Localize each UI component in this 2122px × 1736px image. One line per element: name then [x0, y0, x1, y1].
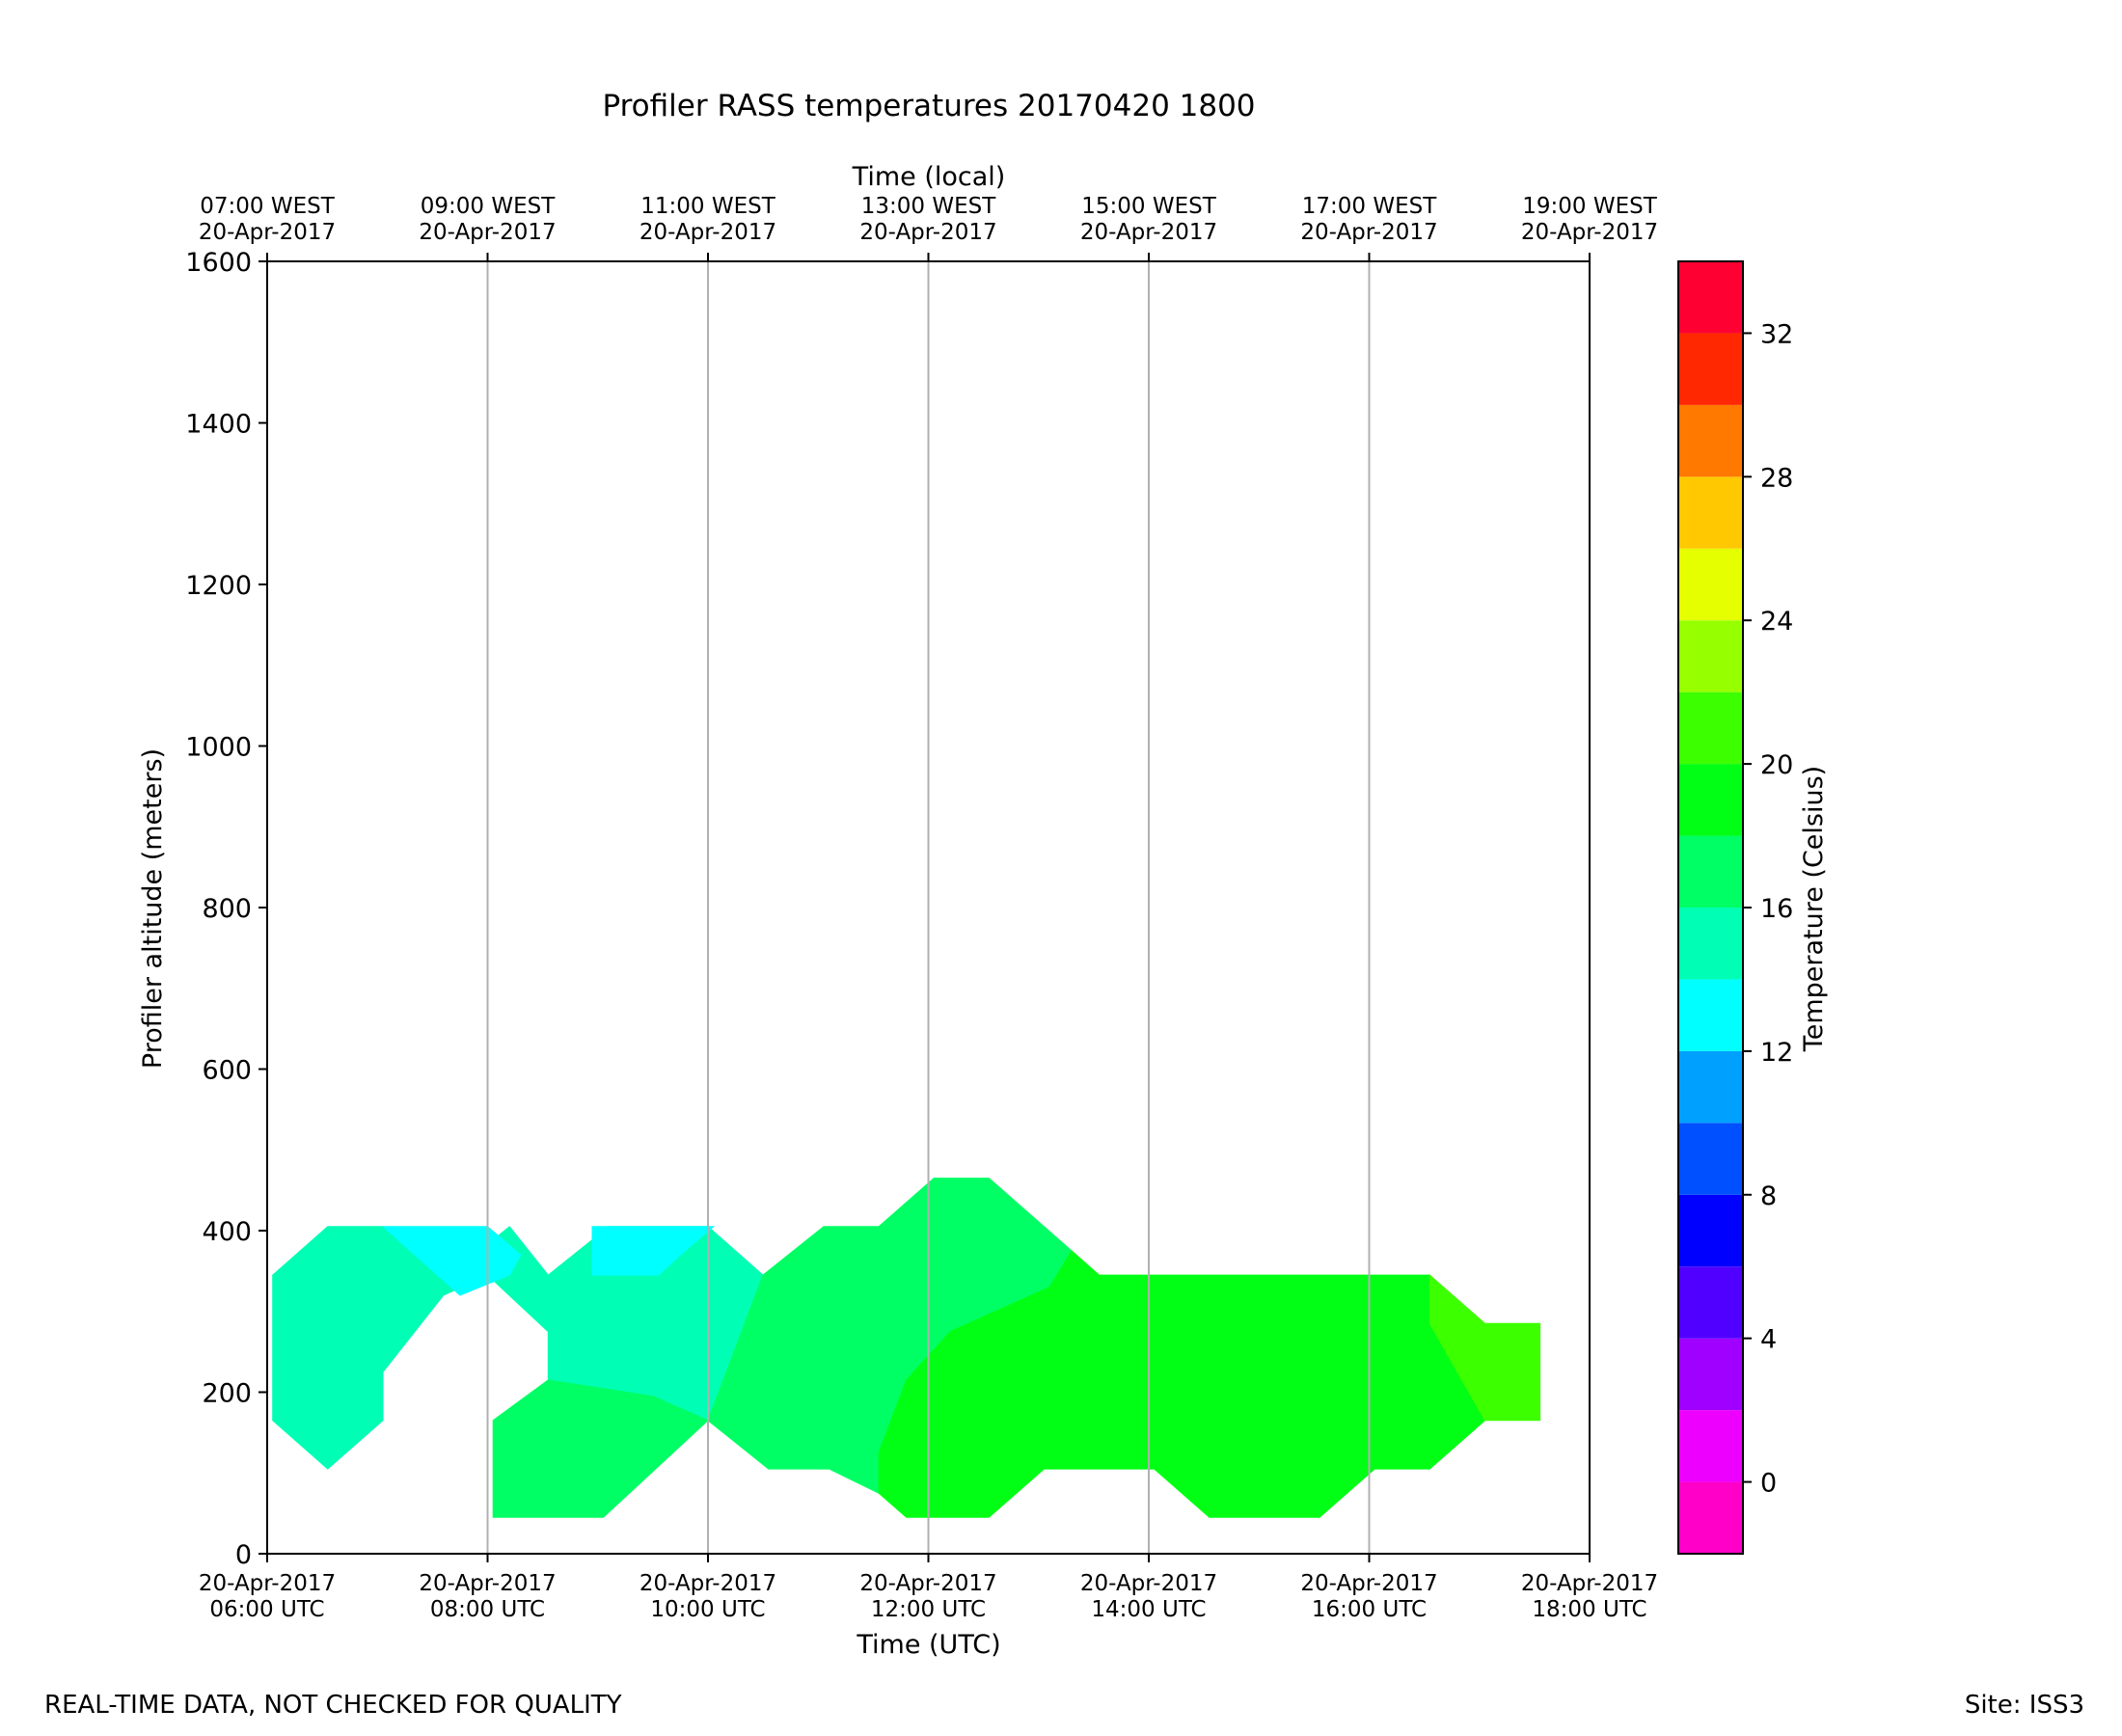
y-tick-label: 400	[202, 1217, 252, 1247]
colorbar-band-26-28	[1678, 476, 1743, 549]
x-tick-label-utc: 10:00 UTC	[650, 1597, 765, 1622]
colorbar-band-10-12	[1678, 1050, 1743, 1124]
colorbar-band-22-24	[1678, 620, 1743, 692]
contour-regions	[272, 1178, 1541, 1518]
x-tick-label-local: 19:00 WEST	[1522, 194, 1657, 219]
x-tick-label-date: 20-Apr-2017	[639, 1571, 776, 1596]
y-axis-ticks: 0 200 400 600 800 1000 1200 1400 1600	[185, 248, 267, 1570]
colorbar-band-6-8	[1678, 1194, 1743, 1267]
y-tick-label: 0	[235, 1540, 252, 1570]
x-tick-label-date: 20-Apr-2017	[419, 1571, 556, 1596]
x-tick-label-local-date: 20-Apr-2017	[419, 220, 556, 245]
x-tick-label-local-date: 20-Apr-2017	[199, 220, 336, 245]
colorbar-band--2-0	[1678, 1481, 1743, 1554]
colorbar-band-0-2	[1678, 1410, 1743, 1482]
colorbar-tick-label: 4	[1760, 1325, 1777, 1355]
x-tick-label-date: 20-Apr-2017	[859, 1571, 996, 1596]
contour-region-12-14-2	[591, 1226, 716, 1276]
colorbar-band-24-26	[1678, 548, 1743, 621]
x-axis-label-local: Time (local)	[852, 162, 1006, 192]
colorbar-label: Temperature (Celsius)	[1799, 766, 1829, 1052]
x-tick-label-utc: 18:00 UTC	[1532, 1597, 1646, 1622]
x-tick-label-date: 20-Apr-2017	[1080, 1571, 1217, 1596]
contour-region-20-22-6	[1428, 1273, 1541, 1422]
x-axis-label-utc: Time (UTC)	[856, 1630, 1000, 1660]
x-tick-label-local-date: 20-Apr-2017	[1300, 220, 1437, 245]
x-tick-label-local: 11:00 WEST	[640, 194, 775, 219]
y-tick-label: 600	[202, 1056, 252, 1086]
colorbar-band-8-10	[1678, 1123, 1743, 1195]
colorbar-tick-label: 32	[1760, 319, 1793, 349]
x-tick-label-local-date: 20-Apr-2017	[859, 220, 996, 245]
chart-title: Profiler RASS temperatures 20170420 1800	[602, 89, 1255, 123]
colorbar-band-18-20	[1678, 764, 1743, 836]
colorbar-tick-label: 0	[1760, 1469, 1777, 1499]
colorbar-band-20-22	[1678, 692, 1743, 765]
colorbar-band-28-30	[1678, 404, 1743, 477]
x-tick-label-utc: 12:00 UTC	[871, 1597, 986, 1622]
colorbar-tick-label: 20	[1760, 750, 1793, 780]
x-tick-label-local-date: 20-Apr-2017	[639, 220, 776, 245]
x-tick-label-local: 07:00 WEST	[200, 194, 335, 219]
x-tick-label-local: 09:00 WEST	[421, 194, 556, 219]
colorbar-band-4-6	[1678, 1266, 1743, 1339]
x-tick-label-utc: 06:00 UTC	[209, 1597, 324, 1622]
colorbar: 0 4 8 12 16 20 24 28 32	[1677, 260, 1793, 1555]
colorbar-band-14-16	[1678, 908, 1743, 980]
y-tick-label: 800	[202, 894, 252, 924]
colorbar-band-30-32	[1678, 333, 1743, 405]
y-tick-label: 1200	[185, 571, 252, 601]
x-tick-label-utc: 16:00 UTC	[1312, 1597, 1427, 1622]
x-tick-label-date: 20-Apr-2017	[1521, 1571, 1658, 1596]
y-tick-label: 1600	[185, 248, 252, 278]
gridlines	[486, 261, 1371, 1554]
x-tick-label-local-date: 20-Apr-2017	[1521, 220, 1658, 245]
x-tick-label-local: 17:00 WEST	[1302, 194, 1437, 219]
colorbar-band-32-34	[1678, 261, 1743, 334]
colorbar-band-12-14	[1678, 979, 1743, 1051]
x-tick-label-utc: 08:00 UTC	[430, 1597, 545, 1622]
y-axis-label: Profiler altitude (meters)	[138, 748, 168, 1069]
colorbar-tick-label: 12	[1760, 1038, 1793, 1068]
contour-region-12-14-1	[381, 1226, 522, 1296]
x-tick-label-local: 15:00 WEST	[1081, 194, 1216, 219]
colorbar-tick-label: 16	[1760, 894, 1793, 924]
y-tick-label: 200	[202, 1379, 252, 1409]
x-tick-label-local-date: 20-Apr-2017	[1080, 220, 1217, 245]
colorbar-band-2-4	[1678, 1338, 1743, 1411]
x-tick-label-local: 13:00 WEST	[861, 194, 996, 219]
colorbar-band-16-18	[1678, 835, 1743, 908]
colorbar-tick-label: 24	[1760, 607, 1793, 637]
colorbar-tick-label: 28	[1760, 463, 1793, 493]
x-tick-label-date: 20-Apr-2017	[199, 1571, 336, 1596]
footer-site: Site: ISS3	[1965, 1691, 2084, 1720]
y-tick-label: 1000	[185, 733, 252, 763]
y-tick-label: 1400	[185, 410, 252, 440]
x-tick-label-date: 20-Apr-2017	[1300, 1571, 1437, 1596]
x-tick-label-utc: 14:00 UTC	[1091, 1597, 1206, 1622]
colorbar-tick-label: 8	[1760, 1181, 1777, 1211]
footer-disclaimer: REAL-TIME DATA, NOT CHECKED FOR QUALITY	[44, 1691, 622, 1720]
